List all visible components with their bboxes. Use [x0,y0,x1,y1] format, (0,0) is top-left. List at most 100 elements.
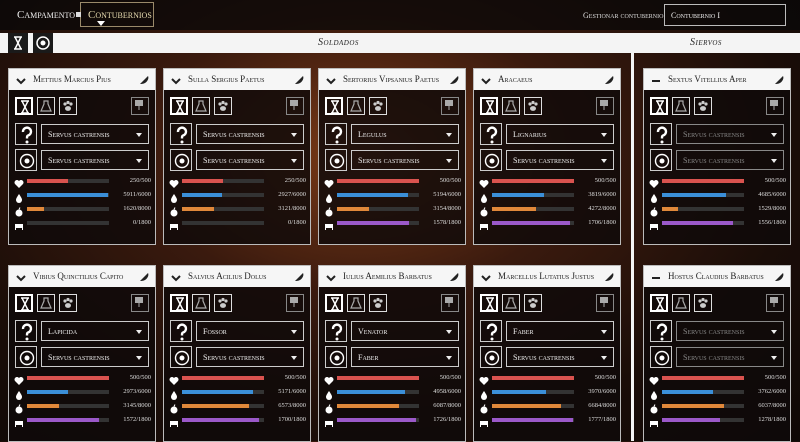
card-header [474,266,620,287]
task-icon[interactable] [347,294,365,312]
view-button[interactable] [33,33,53,53]
stat-label: 3762/6000 [758,388,786,395]
task-icon[interactable] [369,97,387,115]
rename-button[interactable] [137,73,151,92]
rename-button[interactable] [292,270,306,289]
role-dropdown[interactable]: Servus castrensis [676,124,784,144]
option-button[interactable] [131,97,149,115]
role-dropdown[interactable]: Servus castrensis [506,347,614,367]
view-button[interactable] [8,33,28,53]
stat-track [182,179,264,183]
role-dropdown[interactable]: Servus castrensis [196,347,304,367]
option-button[interactable] [131,294,149,312]
task-icon[interactable] [694,294,712,312]
task-icon[interactable] [170,97,188,115]
task-icon[interactable] [672,97,690,115]
task-icon[interactable] [192,294,210,312]
rename-button[interactable] [602,270,616,289]
role-dropdown[interactable]: Lapicida [41,321,149,341]
role-dropdown[interactable]: Lignarius [506,124,614,144]
character-card: Aracaeus Lignarius Servus castrensis 500/50… [473,68,621,245]
stat-icon [324,190,334,208]
stat-track [662,418,744,422]
character-name: Mettius Marcius Pius [33,74,111,84]
tab[interactable]: Contubernios [88,9,152,21]
tab[interactable]: Campamento [17,9,76,21]
task-icon[interactable] [502,294,520,312]
task-icon[interactable] [170,294,188,312]
character-name: Aracaeus [498,74,533,84]
task-icon[interactable] [325,97,343,115]
stat-bar [27,404,60,408]
task-icon[interactable] [502,97,520,115]
task-icon[interactable] [650,97,668,115]
rename-button[interactable] [447,73,461,92]
rename-button[interactable] [137,270,151,289]
option-button[interactable] [596,294,614,312]
task-icon[interactable] [59,294,77,312]
task-icon[interactable] [524,294,542,312]
task-icon[interactable] [480,97,498,115]
role-icon [650,149,672,171]
option-button[interactable] [596,97,614,115]
task-icon[interactable] [480,294,498,312]
stat-track [27,207,109,211]
task-icon[interactable] [37,97,55,115]
role-dropdown[interactable]: Servus castrensis [41,124,149,144]
role-dropdown[interactable]: Servus castrensis [676,321,784,341]
task-icon[interactable] [192,97,210,115]
task-icon[interactable] [15,294,33,312]
role-dropdown[interactable]: Venator [351,321,459,341]
role-dropdown[interactable]: Faber [506,321,614,341]
task-icon[interactable] [694,97,712,115]
task-icon[interactable] [672,294,690,312]
task-icon[interactable] [37,294,55,312]
stat-bar [27,390,68,394]
role-dropdown[interactable]: Servus castrensis [676,347,784,367]
option-button[interactable] [766,97,784,115]
role-dropdown[interactable]: Servus castrensis [196,150,304,170]
task-icon[interactable] [214,97,232,115]
role-dropdown[interactable]: Servus castrensis [351,150,459,170]
task-icon[interactable] [325,294,343,312]
role-dropdown[interactable]: Servus castrensis [676,150,784,170]
role-dropdown[interactable]: Servus castrensis [506,150,614,170]
stat-icon [169,387,179,405]
stat-bar [337,221,409,225]
stat-track [492,193,574,197]
option-button[interactable] [286,97,304,115]
stat-track [662,221,744,225]
task-icon[interactable] [369,294,387,312]
rename-button[interactable] [292,73,306,92]
role-dropdown[interactable]: Faber [351,347,459,367]
character-card: Marcellus Lutatius Justus Faber Servus cas… [473,265,621,442]
rename-button[interactable] [447,270,461,289]
contubernio-select[interactable]: Contubernio I [664,4,786,26]
stat-track [182,404,264,408]
option-button[interactable] [286,294,304,312]
task-icon[interactable] [347,97,365,115]
section-title: Soldados [318,37,359,48]
stat-icon [14,373,24,391]
stat-label: 1278/1800 [758,416,786,423]
role-dropdown[interactable]: Fossor [196,321,304,341]
task-icon[interactable] [650,294,668,312]
task-icon[interactable] [524,97,542,115]
stat-bar [662,376,744,380]
role-dropdown[interactable]: Servus castrensis [41,347,149,367]
option-button[interactable] [441,97,459,115]
role-dropdown[interactable]: Servus castrensis [41,150,149,170]
option-button[interactable] [441,294,459,312]
rename-button[interactable] [772,270,786,289]
role-dropdown[interactable]: Legulus [351,124,459,144]
role-dropdown[interactable]: Servus castrensis [196,124,304,144]
stat-label: 4272/8000 [588,205,616,212]
rename-button[interactable] [602,73,616,92]
option-button[interactable] [766,294,784,312]
rename-button[interactable] [772,73,786,92]
task-icon[interactable] [15,97,33,115]
collapse-icon [325,271,337,289]
task-icon[interactable] [59,97,77,115]
task-icon[interactable] [214,294,232,312]
stat-track [182,390,264,394]
